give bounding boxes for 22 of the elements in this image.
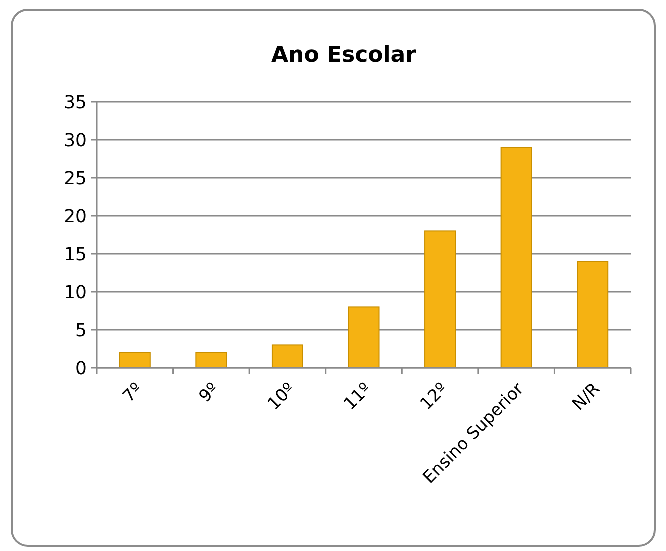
bar	[196, 352, 228, 368]
x-tick-label: 10º	[264, 379, 300, 415]
bar	[500, 147, 532, 368]
x-tick-label: 9º	[196, 379, 223, 407]
bar	[119, 352, 151, 368]
x-tick-label: 11º	[340, 379, 376, 415]
x-tick-label: N/R	[568, 379, 605, 415]
y-tick-label: 10	[64, 282, 87, 304]
chart-title: Ano Escolar	[272, 43, 417, 68]
x-tick-label: 12º	[416, 379, 452, 415]
y-tick-label: 30	[64, 130, 87, 152]
y-tick-label: 5	[76, 320, 87, 342]
y-tick-label: 15	[64, 244, 87, 266]
x-tick-label: 7º	[119, 379, 147, 407]
y-tick-label: 35	[64, 92, 87, 114]
y-tick-label: 0	[76, 358, 87, 380]
bar	[348, 306, 380, 368]
bar	[272, 344, 304, 368]
y-tick-label: 20	[64, 206, 87, 228]
bar	[424, 230, 456, 368]
bar	[577, 261, 609, 368]
y-tick-label: 25	[64, 168, 87, 190]
